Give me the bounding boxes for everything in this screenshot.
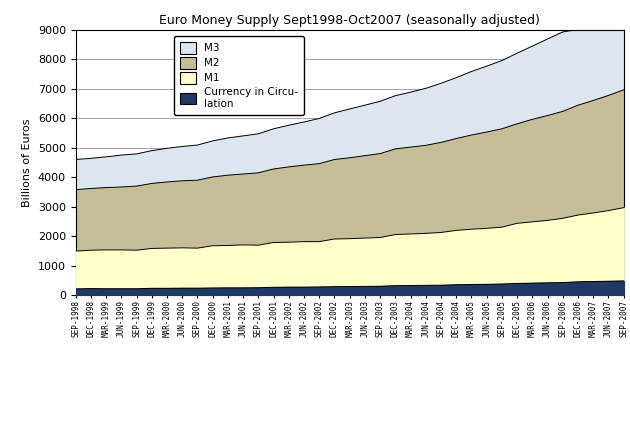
Title: Euro Money Supply Sept1998-Oct2007 (seasonally adjusted): Euro Money Supply Sept1998-Oct2007 (seas… [159, 14, 540, 27]
Y-axis label: Billions of Euros: Billions of Euros [22, 118, 32, 207]
Legend: M3, M2, M1, Currency in Circu-
lation: M3, M2, M1, Currency in Circu- lation [174, 36, 304, 115]
